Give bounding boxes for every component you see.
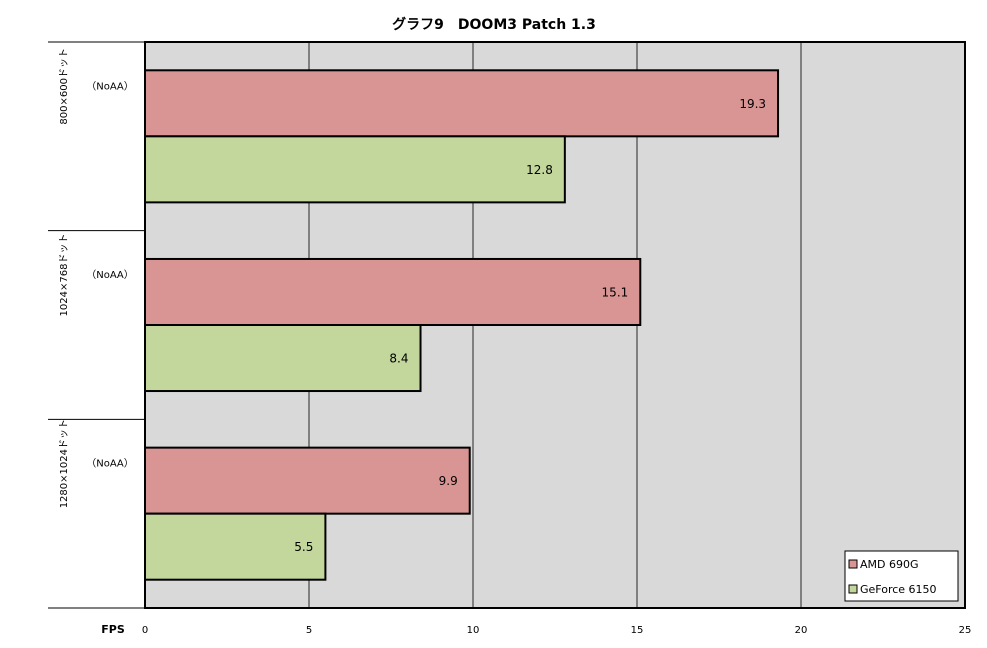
category-note: （NoAA） bbox=[86, 269, 134, 281]
bar bbox=[144, 512, 327, 581]
x-tick-label: 10 bbox=[467, 625, 480, 636]
x-tick-label: 20 bbox=[795, 625, 808, 636]
bar bbox=[144, 135, 566, 204]
x-tick-label: 0 bbox=[142, 625, 148, 636]
value-label: 8.4 bbox=[389, 352, 408, 366]
value-label: 9.9 bbox=[439, 474, 458, 488]
legend-label: AMD 690G bbox=[860, 558, 919, 571]
legend-swatch bbox=[848, 559, 858, 569]
legend-swatch bbox=[848, 584, 858, 594]
chart-title: グラフ9 DOOM3 Patch 1.3 bbox=[392, 16, 596, 33]
value-label: 15.1 bbox=[602, 285, 629, 299]
category-note: （NoAA） bbox=[86, 80, 134, 92]
legend-label: GeForce 6150 bbox=[860, 583, 937, 596]
category-label: 1280×1024ドット bbox=[59, 419, 70, 508]
bar bbox=[144, 324, 422, 393]
bar bbox=[144, 257, 642, 327]
value-label: 5.5 bbox=[294, 540, 313, 554]
legend-box bbox=[844, 550, 959, 602]
x-tick-label: 5 bbox=[306, 625, 312, 636]
x-tick-label: 25 bbox=[959, 625, 972, 636]
bar bbox=[144, 69, 780, 138]
x-axis-label: FPS bbox=[101, 623, 125, 636]
category-note: （NoAA） bbox=[86, 458, 134, 470]
value-label: 12.8 bbox=[526, 163, 553, 177]
category-label: 800×600ドット bbox=[59, 48, 70, 125]
x-tick-label: 15 bbox=[631, 625, 644, 636]
bar bbox=[144, 446, 471, 515]
category-label: 1024×768ドット bbox=[59, 234, 70, 317]
value-label: 19.3 bbox=[739, 97, 766, 111]
